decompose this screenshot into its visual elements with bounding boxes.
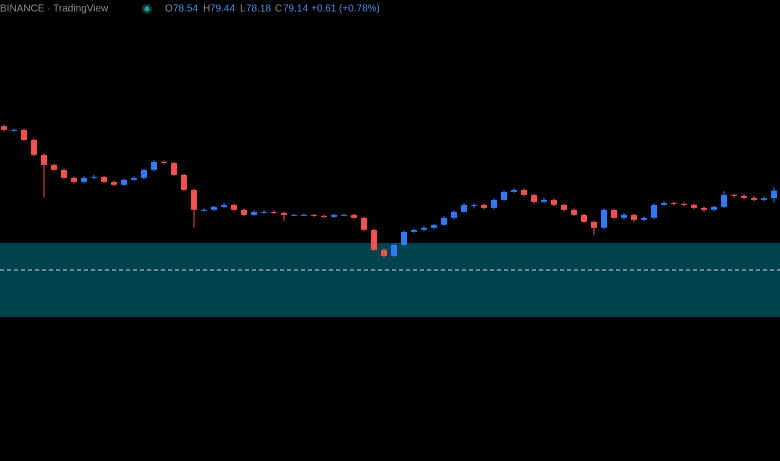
- candle-body: [721, 194, 727, 207]
- candle-body: [641, 217, 647, 220]
- candle-body: [501, 191, 507, 200]
- candle-body: [511, 189, 517, 192]
- candle-body: [341, 214, 347, 216]
- candle-body: [541, 199, 547, 202]
- ohlc-value: 78.54: [173, 4, 198, 15]
- candle-body: [421, 227, 427, 230]
- candle-body: [751, 197, 757, 200]
- candle-body: [331, 214, 337, 217]
- candles: [1, 124, 777, 259]
- candle-body: [581, 214, 587, 222]
- candle-body: [611, 209, 617, 218]
- candle-body: [1, 126, 7, 130]
- candle-body: [621, 214, 627, 218]
- candle-body: [51, 164, 57, 170]
- candle-body: [271, 211, 277, 213]
- candle-body: [771, 190, 777, 199]
- candle-body: [31, 139, 37, 155]
- candle-body: [281, 212, 287, 215]
- candle-body: [481, 204, 487, 208]
- candle-body: [251, 211, 257, 215]
- candle-body: [311, 214, 317, 216]
- ohlc-value: 79.14: [283, 4, 308, 15]
- candle-body: [431, 224, 437, 228]
- candle-body: [121, 179, 127, 185]
- candle-body: [291, 214, 297, 216]
- candle-body: [141, 169, 147, 178]
- candle-body: [61, 169, 67, 178]
- candle-body: [701, 207, 707, 210]
- candle-body: [351, 214, 357, 218]
- candle-body: [11, 129, 17, 131]
- candle-body: [221, 204, 227, 207]
- ohlc-label: L: [240, 4, 246, 15]
- candle-body: [151, 161, 157, 170]
- candle-body: [571, 209, 577, 215]
- candle-body: [231, 204, 237, 210]
- ohlc-label: O: [165, 4, 173, 15]
- candle-body: [671, 202, 677, 204]
- candle-body: [211, 206, 217, 210]
- candle-body: [631, 214, 637, 220]
- status-dot[interactable]: [144, 6, 150, 12]
- candle-body: [241, 209, 247, 215]
- candle-body: [411, 229, 417, 232]
- ohlc-value: 79.44: [210, 4, 235, 15]
- candle-body: [261, 211, 267, 213]
- candle-body: [521, 189, 527, 195]
- candle-body: [451, 211, 457, 218]
- candle-body: [401, 231, 407, 245]
- candle-body: [561, 204, 567, 210]
- candle-body: [681, 203, 687, 205]
- candle-body: [301, 214, 307, 216]
- candle-body: [171, 162, 177, 175]
- candle-body: [81, 177, 87, 182]
- candle-body: [161, 161, 167, 163]
- candle-body: [601, 209, 607, 228]
- change: +0.61: [311, 4, 337, 15]
- zone: [0, 243, 780, 317]
- ohlc-label: C: [275, 4, 282, 15]
- candle-body: [651, 204, 657, 218]
- candle-body: [201, 209, 207, 211]
- candle-body: [741, 195, 747, 198]
- candle-body: [661, 202, 667, 205]
- candle-body: [41, 154, 47, 165]
- candle-body: [391, 244, 397, 256]
- candle-body: [591, 221, 597, 228]
- candle-body: [761, 198, 767, 200]
- candle-body: [441, 217, 447, 225]
- candle-body: [181, 174, 187, 190]
- candle-body: [461, 204, 467, 212]
- candle-body: [21, 129, 27, 140]
- candle-body: [491, 199, 497, 208]
- candle-body: [381, 249, 387, 256]
- candle-body: [691, 204, 697, 208]
- candle-body: [361, 217, 367, 230]
- candle-body: [321, 215, 327, 217]
- candle-body: [191, 189, 197, 210]
- source: BINANCE · TradingView: [0, 4, 109, 15]
- ohlc-value: 78.18: [246, 4, 271, 15]
- candle-body: [111, 181, 117, 185]
- candle-body: [711, 206, 717, 210]
- candle-body: [91, 176, 97, 178]
- candle-body: [471, 204, 477, 206]
- ohlc-label: H: [203, 4, 210, 15]
- candle-body: [131, 177, 137, 180]
- candle-body: [551, 199, 557, 205]
- candle-body: [731, 194, 737, 196]
- change-pct: (+0.78%): [339, 4, 380, 15]
- candle-body: [531, 194, 537, 202]
- candle-body: [371, 229, 377, 250]
- candle-body: [71, 177, 77, 182]
- candle-body: [101, 176, 107, 182]
